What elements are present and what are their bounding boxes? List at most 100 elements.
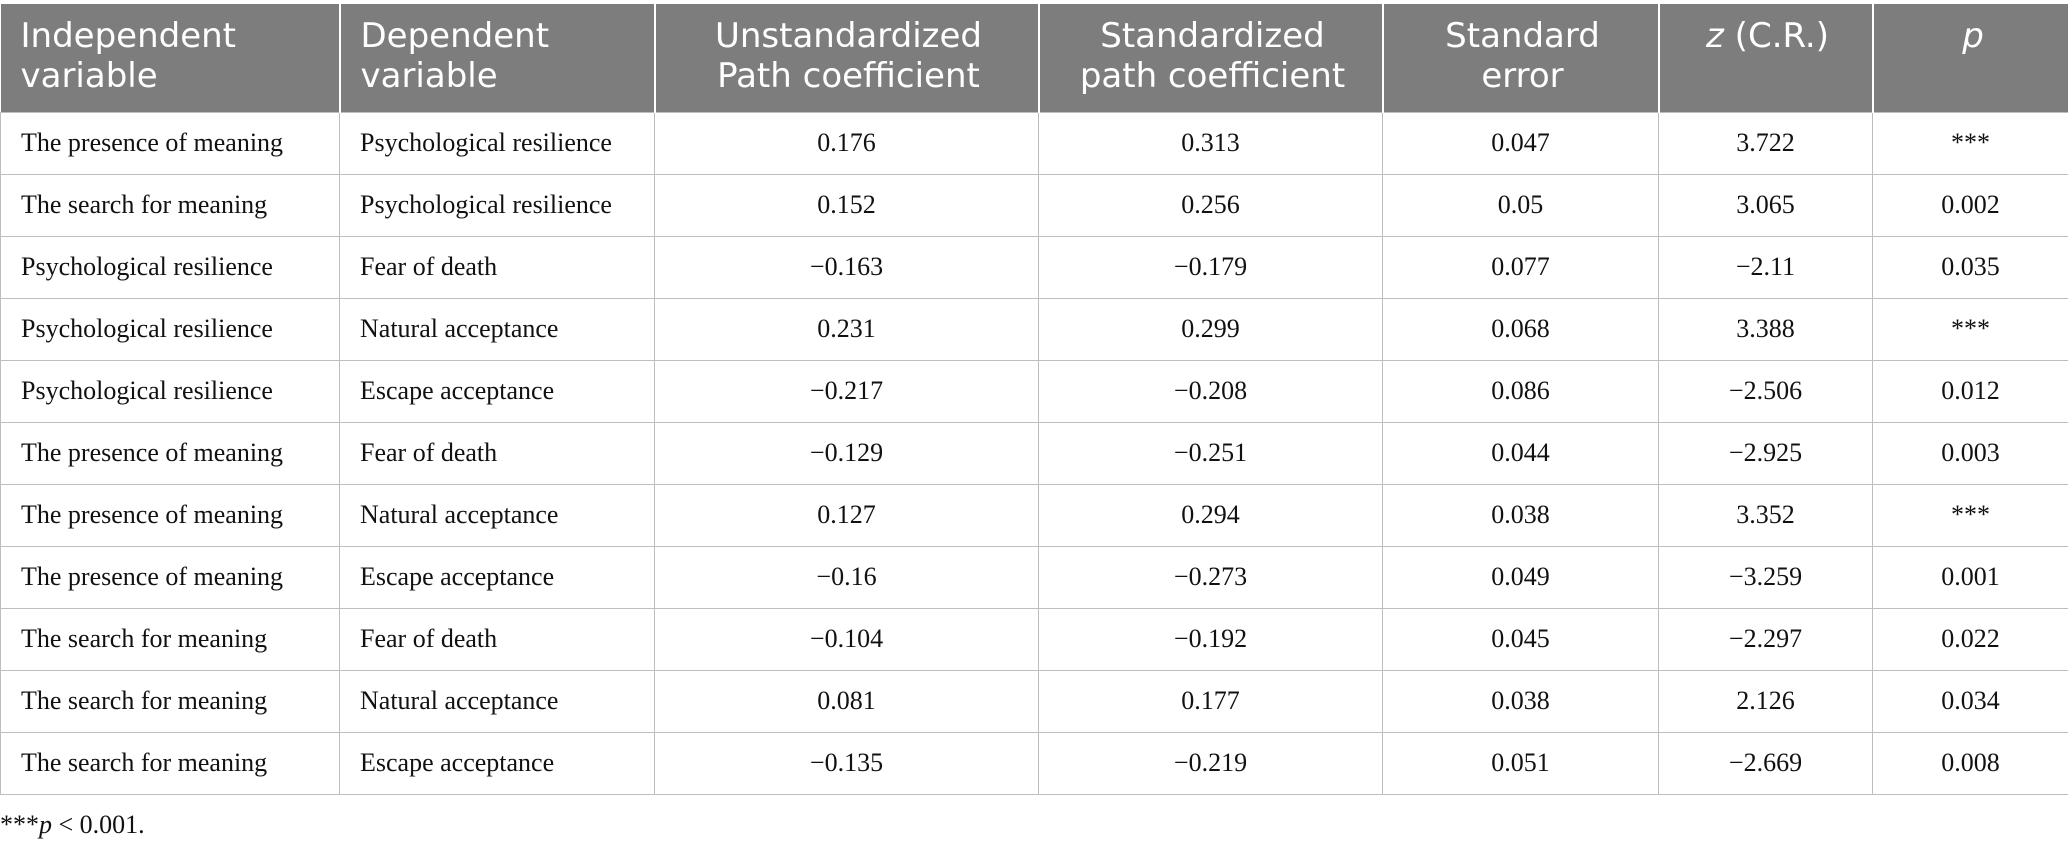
cell-dependent-variable: Fear of death xyxy=(339,607,655,671)
cell-unstandardized-coefficient: 0.081 xyxy=(654,669,1039,733)
cell-p-value: *** xyxy=(1872,111,2068,175)
cell-standard-error: 0.068 xyxy=(1382,297,1659,361)
cell-z-value: 3.352 xyxy=(1658,483,1873,547)
cell-standard-error: 0.051 xyxy=(1382,731,1659,795)
cell-dependent-variable: Natural acceptance xyxy=(339,483,655,547)
header-p-symbol: p xyxy=(1962,16,1984,56)
footnote-stars: *** xyxy=(0,810,39,839)
cell-independent-variable: The search for meaning xyxy=(0,669,340,733)
cell-standard-error: 0.045 xyxy=(1382,607,1659,671)
cell-unstandardized-coefficient: −0.135 xyxy=(654,731,1039,795)
table-row: Psychological resilience Fear of death −0.… xyxy=(0,235,2068,299)
cell-z-value: −2.297 xyxy=(1658,607,1873,671)
cell-z-value: −2.506 xyxy=(1658,359,1873,423)
cell-z-value: −2.925 xyxy=(1658,421,1873,485)
cell-dependent-variable: Fear of death xyxy=(339,421,655,485)
cell-standardized-coefficient: 0.177 xyxy=(1038,669,1383,733)
cell-unstandardized-coefficient: −0.163 xyxy=(654,235,1039,299)
header-dependent-variable: Dependent variable xyxy=(338,4,655,112)
cell-standard-error: 0.049 xyxy=(1382,545,1659,609)
cell-dependent-variable: Escape acceptance xyxy=(339,359,655,423)
cell-z-value: 3.722 xyxy=(1658,111,1873,175)
cell-independent-variable: Psychological resilience xyxy=(0,297,340,361)
cell-independent-variable: The presence of meaning xyxy=(0,111,340,175)
cell-z-value: −3.259 xyxy=(1658,545,1873,609)
header-p: p xyxy=(1871,4,2068,112)
cell-standard-error: 0.038 xyxy=(1382,669,1659,733)
cell-standardized-coefficient: 0.313 xyxy=(1038,111,1383,175)
cell-z-value: −2.11 xyxy=(1658,235,1873,299)
cell-p-value: 0.034 xyxy=(1872,669,2068,733)
cell-standardized-coefficient: 0.294 xyxy=(1038,483,1383,547)
cell-dependent-variable: Fear of death xyxy=(339,235,655,299)
table-footnote: ***p < 0.001. xyxy=(0,810,145,840)
cell-independent-variable: The presence of meaning xyxy=(0,483,340,547)
cell-independent-variable: Psychological resilience xyxy=(0,235,340,299)
header-row: Independent variable Dependent variable … xyxy=(0,4,2068,112)
cell-dependent-variable: Escape acceptance xyxy=(339,731,655,795)
cell-dependent-variable: Natural acceptance xyxy=(339,669,655,733)
cell-independent-variable: Psychological resilience xyxy=(0,359,340,423)
table-row: The search for meaning Escape acceptance −… xyxy=(0,731,2068,795)
cell-standard-error: 0.086 xyxy=(1382,359,1659,423)
header-cr-label: (C.R.) xyxy=(1723,16,1829,56)
cell-z-value: 3.065 xyxy=(1658,173,1873,237)
cell-standardized-coefficient: −0.251 xyxy=(1038,421,1383,485)
header-unstandardized-coefficient: Unstandardized Path coefficient xyxy=(653,4,1039,112)
cell-independent-variable: The presence of meaning xyxy=(0,421,340,485)
cell-standardized-coefficient: 0.299 xyxy=(1038,297,1383,361)
cell-unstandardized-coefficient: −0.217 xyxy=(654,359,1039,423)
cell-standard-error: 0.038 xyxy=(1382,483,1659,547)
cell-standardized-coefficient: −0.208 xyxy=(1038,359,1383,423)
cell-unstandardized-coefficient: −0.129 xyxy=(654,421,1039,485)
cell-p-value: 0.022 xyxy=(1872,607,2068,671)
cell-standard-error: 0.077 xyxy=(1382,235,1659,299)
header-z-cr: z (C.R.) xyxy=(1657,4,1873,112)
cell-unstandardized-coefficient: 0.176 xyxy=(654,111,1039,175)
cell-z-value: −2.669 xyxy=(1658,731,1873,795)
table-row: The search for meaning Natural acceptance… xyxy=(0,669,2068,733)
cell-dependent-variable: Psychological resilience xyxy=(339,173,655,237)
cell-independent-variable: The search for meaning xyxy=(0,731,340,795)
path-coefficient-table: Independent variable Dependent variable … xyxy=(0,4,2068,795)
cell-standard-error: 0.047 xyxy=(1382,111,1659,175)
cell-dependent-variable: Escape acceptance xyxy=(339,545,655,609)
cell-p-value: 0.002 xyxy=(1872,173,2068,237)
cell-standardized-coefficient: −0.179 xyxy=(1038,235,1383,299)
cell-p-value: 0.035 xyxy=(1872,235,2068,299)
cell-standardized-coefficient: −0.219 xyxy=(1038,731,1383,795)
cell-independent-variable: The search for meaning xyxy=(0,173,340,237)
cell-unstandardized-coefficient: 0.127 xyxy=(654,483,1039,547)
cell-p-value: 0.003 xyxy=(1872,421,2068,485)
cell-p-value: 0.012 xyxy=(1872,359,2068,423)
cell-p-value: 0.001 xyxy=(1872,545,2068,609)
table-row: Psychological resilience Escape acceptanc… xyxy=(0,359,2068,423)
table-row: The presence of meaning Psychological res… xyxy=(0,111,2068,175)
cell-standardized-coefficient: 0.256 xyxy=(1038,173,1383,237)
table-row: The presence of meaning Escape acceptance… xyxy=(0,545,2068,609)
footnote-p-symbol: p xyxy=(39,810,52,839)
table-row: The search for meaning Psychological resi… xyxy=(0,173,2068,237)
cell-standard-error: 0.044 xyxy=(1382,421,1659,485)
header-standard-error: Standard error xyxy=(1381,4,1659,112)
cell-p-value: 0.008 xyxy=(1872,731,2068,795)
table-row: Psychological resilience Natural acceptan… xyxy=(0,297,2068,361)
cell-dependent-variable: Natural acceptance xyxy=(339,297,655,361)
header-z-symbol: z xyxy=(1706,16,1724,56)
cell-unstandardized-coefficient: 0.152 xyxy=(654,173,1039,237)
table-row: The presence of meaning Fear of death −0.1… xyxy=(0,421,2068,485)
cell-unstandardized-coefficient: −0.16 xyxy=(654,545,1039,609)
cell-unstandardized-coefficient: −0.104 xyxy=(654,607,1039,671)
table-body: The presence of meaning Psychological res… xyxy=(0,111,2068,795)
header-independent-variable: Independent variable xyxy=(0,4,340,112)
footnote-text: < 0.001. xyxy=(52,810,145,839)
path-coefficient-table-container: Independent variable Dependent variable … xyxy=(0,4,2068,795)
cell-standard-error: 0.05 xyxy=(1382,173,1659,237)
cell-standardized-coefficient: −0.273 xyxy=(1038,545,1383,609)
cell-dependent-variable: Psychological resilience xyxy=(339,111,655,175)
table-row: The search for meaning Fear of death −0.10… xyxy=(0,607,2068,671)
cell-p-value: *** xyxy=(1872,483,2068,547)
cell-z-value: 2.126 xyxy=(1658,669,1873,733)
cell-standardized-coefficient: −0.192 xyxy=(1038,607,1383,671)
cell-independent-variable: The search for meaning xyxy=(0,607,340,671)
